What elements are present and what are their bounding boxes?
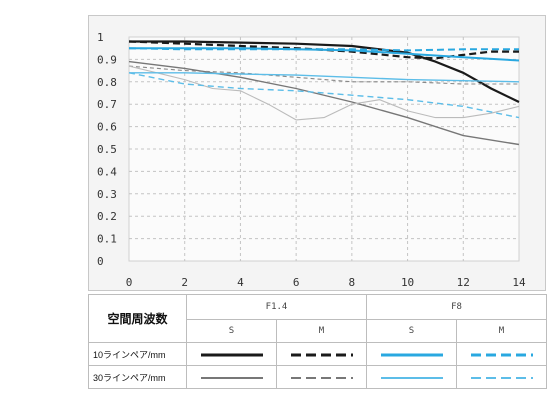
mtf-chart: 1 0.9 0.8 0.7 0.6 0.5 0.4 0.3 0.2 0.1 0 0 2 4 6 8 10 12 1… bbox=[97, 31, 526, 289]
legend-line-swatch bbox=[290, 377, 353, 379]
y-tick-label: 0.5 bbox=[97, 143, 117, 156]
x-axis-ticks: 0 2 4 6 8 10 12 14 bbox=[126, 276, 526, 289]
sagittal-header-f8: S bbox=[366, 319, 457, 343]
x-tick-label: 2 bbox=[181, 276, 188, 289]
legend-line-sample bbox=[470, 351, 533, 359]
aperture-f8-header: F8 bbox=[366, 294, 547, 320]
meridional-header-f1-4: M bbox=[276, 319, 367, 343]
x-tick-label: 10 bbox=[401, 276, 414, 289]
series-line bbox=[128, 65, 520, 121]
y-axis-ticks: 1 0.9 0.8 0.7 0.6 0.5 0.4 0.3 0.2 0.1 0 bbox=[97, 31, 117, 268]
y-tick-label: 0.6 bbox=[97, 121, 117, 134]
y-tick-label: 0.7 bbox=[97, 98, 117, 111]
aperture-f1-4-header: F1.4 bbox=[186, 294, 367, 320]
legend-line-swatch bbox=[470, 353, 533, 357]
y-tick-label: 0.3 bbox=[97, 188, 117, 201]
legend-table: 空間周波数 F1.4 F8 S M S M 10ラインペア/mm 30ラインペア… bbox=[88, 294, 547, 389]
y-tick-label: 0.4 bbox=[97, 165, 117, 178]
y-tick-label: 0.8 bbox=[97, 76, 117, 89]
x-tick-label: 8 bbox=[349, 276, 356, 289]
series-line bbox=[129, 72, 520, 83]
legend-line-sample bbox=[380, 351, 443, 359]
spatial-frequency-header: 空間周波数 bbox=[88, 294, 187, 343]
sagittal-header-f1-4: S bbox=[186, 319, 277, 343]
y-tick-label: 0 bbox=[97, 255, 104, 268]
legend-row-30lp: 30ラインペア/mm bbox=[88, 365, 547, 389]
legend-line-swatch bbox=[470, 377, 533, 379]
legend-line-sample bbox=[200, 351, 263, 359]
legend-line-swatch bbox=[290, 353, 353, 357]
x-tick-label: 14 bbox=[512, 276, 526, 289]
x-tick-label: 12 bbox=[457, 276, 470, 289]
legend-line-sample bbox=[470, 374, 533, 382]
x-tick-label: 4 bbox=[237, 276, 244, 289]
series-line bbox=[128, 47, 519, 52]
x-tick-label: 0 bbox=[126, 276, 133, 289]
meridional-header-f8: M bbox=[456, 319, 547, 343]
series-line bbox=[128, 40, 519, 60]
grid-layer bbox=[128, 36, 520, 262]
y-tick-label: 0.2 bbox=[97, 210, 117, 223]
legend-line-sample bbox=[290, 374, 353, 382]
legend-line-swatch bbox=[200, 353, 263, 357]
legend-row-10lp: 10ラインペア/mm bbox=[88, 342, 547, 366]
series-line bbox=[128, 65, 519, 85]
legend-line-sample bbox=[200, 374, 263, 382]
x-tick-label: 6 bbox=[293, 276, 300, 289]
series-layer bbox=[128, 40, 520, 146]
legend-line-sample bbox=[290, 351, 353, 359]
y-tick-label: 0.9 bbox=[97, 53, 117, 66]
legend-row-label: 30ラインペア/mm bbox=[88, 365, 187, 389]
series-line bbox=[128, 60, 520, 146]
y-tick-label: 0.1 bbox=[97, 233, 117, 246]
series-line bbox=[129, 47, 520, 62]
legend-line-swatch bbox=[380, 377, 443, 379]
legend-line-swatch bbox=[200, 377, 263, 379]
legend-line-swatch bbox=[380, 353, 443, 357]
mtf-chart-panel: 1 0.9 0.8 0.7 0.6 0.5 0.4 0.3 0.2 0.1 0 0 2 4 6 8 10 12 1… bbox=[88, 15, 546, 291]
legend-line-sample bbox=[380, 374, 443, 382]
y-tick-label: 1 bbox=[97, 31, 104, 44]
legend-row-label: 10ラインペア/mm bbox=[88, 342, 187, 366]
